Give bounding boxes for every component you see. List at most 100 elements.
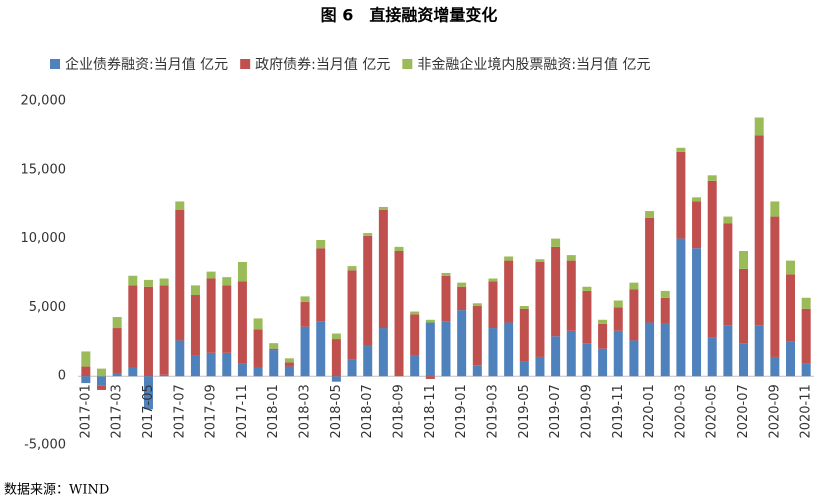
bar-segment — [504, 322, 514, 377]
bar-segment — [96, 368, 106, 377]
y-tick-label: -5,000 — [24, 438, 66, 453]
bar-segment — [660, 290, 670, 298]
bar-segment — [582, 286, 592, 291]
x-tick-label: 2020-07 — [736, 384, 751, 438]
bar-segment — [237, 281, 247, 364]
bar-segment — [519, 308, 529, 362]
bar-segment — [457, 282, 467, 287]
y-tick-label: 10,000 — [21, 231, 67, 246]
bar-segment — [582, 290, 592, 344]
bar-segment — [269, 350, 279, 377]
bar-segment — [566, 255, 576, 261]
bar-segment — [331, 333, 341, 340]
y-tick-label: 5,000 — [29, 300, 66, 315]
bar-segment — [645, 322, 655, 377]
bar-segment — [410, 355, 420, 377]
source-note: 数据来源：WIND — [4, 483, 109, 498]
bar-segment — [206, 271, 216, 279]
bar-segment — [692, 197, 702, 202]
bar-segment — [253, 329, 263, 368]
x-tick-label: 2018-05 — [329, 384, 344, 438]
bar-segment — [676, 151, 686, 239]
legend-label: 政府债券:当月值 亿元 — [255, 57, 390, 73]
bar-segment — [425, 322, 435, 377]
bar-segment — [692, 248, 702, 377]
bar-segment — [770, 201, 780, 217]
x-tick-label: 2020-05 — [705, 384, 720, 438]
bar-segment — [347, 266, 357, 271]
x-tick-label: 2019-11 — [611, 384, 626, 438]
y-tick-label: 15,000 — [21, 162, 67, 177]
x-tick-label: 2020-11 — [799, 384, 814, 438]
bar-segment — [645, 211, 655, 218]
bar-segment — [331, 376, 341, 382]
y-tick-label: 20,000 — [21, 94, 67, 109]
bar-segment — [613, 330, 623, 377]
bar-segment — [363, 235, 373, 346]
bar-segment — [754, 135, 764, 326]
bar-segment — [566, 260, 576, 331]
bar-segment — [300, 326, 310, 377]
bar-segment — [269, 348, 279, 351]
bar-segment — [128, 285, 138, 368]
bar-segment — [143, 376, 153, 410]
bar-segment — [770, 216, 780, 357]
bar-segment — [331, 339, 341, 377]
bar-segment — [660, 297, 670, 324]
bar-segment — [316, 321, 326, 377]
chart-title: 图 6 直接融资增量变化 — [321, 6, 498, 25]
x-tick-label: 2019-07 — [548, 384, 563, 438]
bar-segment — [175, 209, 185, 341]
bar-segment — [175, 201, 185, 210]
legend-swatch — [240, 59, 251, 69]
bar-segment — [629, 289, 639, 341]
bar-segment — [598, 348, 608, 377]
bar-segment — [316, 239, 326, 249]
x-tick-label: 2018-09 — [392, 384, 407, 438]
bar-segment — [363, 345, 373, 377]
x-tick-label: 2017-03 — [110, 384, 125, 438]
bar-segment — [488, 328, 498, 377]
bar-segment — [660, 323, 670, 377]
bar-segment — [269, 343, 279, 349]
bar-segment — [801, 297, 811, 309]
bar-segment — [707, 175, 717, 181]
x-tick-label: 2018-03 — [298, 384, 313, 438]
bar-segment — [598, 323, 608, 349]
bar-segment — [582, 343, 592, 377]
bar-segment — [175, 340, 185, 377]
bar-segment — [206, 352, 216, 377]
bar-segment — [410, 314, 420, 356]
legend-label: 企业债券融资:当月值 亿元 — [65, 56, 228, 73]
bar-segment — [566, 330, 576, 377]
bar-segment — [378, 206, 388, 210]
bar-segment — [112, 317, 122, 329]
legend-swatch — [402, 59, 413, 69]
bar-segment — [535, 356, 545, 377]
bar-segment — [739, 343, 749, 377]
bar-segment — [394, 250, 404, 377]
bar-segment — [284, 362, 294, 367]
bar-segment — [457, 310, 467, 377]
bar-segment — [598, 319, 608, 324]
bar-segment — [112, 328, 122, 374]
legend-label: 非金融企业境内股票融资:当月值 亿元 — [417, 56, 650, 73]
bar-segment — [410, 311, 420, 315]
bar-segment — [801, 308, 811, 364]
x-tick-label: 2018-11 — [423, 384, 438, 438]
bar-segment — [692, 201, 702, 249]
bar-segment — [551, 238, 561, 247]
bar-segment — [143, 286, 153, 377]
x-tick-label: 2017-09 — [204, 384, 219, 438]
bar-segment — [754, 117, 764, 136]
legend-swatch — [50, 59, 60, 69]
bar-segment — [488, 281, 498, 329]
bar-segment — [723, 216, 733, 224]
bar-segment — [535, 261, 545, 357]
bar-segment — [253, 367, 263, 377]
bar-segment — [425, 319, 435, 323]
bar-segment — [613, 307, 623, 331]
bar-segment — [441, 321, 451, 377]
x-tick-label: 2017-07 — [172, 384, 187, 438]
